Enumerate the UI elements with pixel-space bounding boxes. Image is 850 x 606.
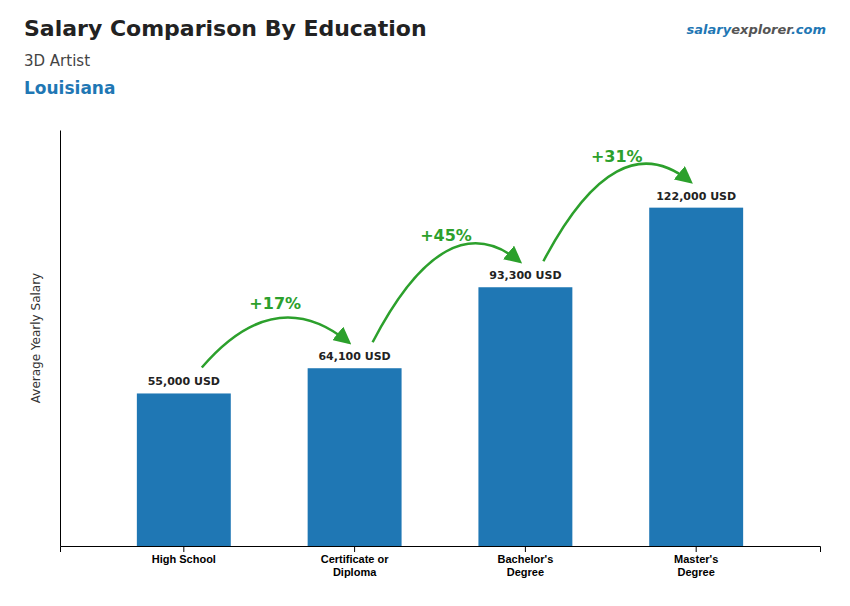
- annotation: +45%: [420, 226, 472, 245]
- x-tick-label: Master'sDegree: [674, 553, 718, 578]
- x-tick-mark: [525, 546, 526, 552]
- annotation: +31%: [591, 147, 643, 166]
- bar: [649, 208, 743, 546]
- watermark: salaryexplorer.com: [687, 22, 826, 37]
- annotation: +17%: [249, 294, 301, 313]
- x-tick: Master'sDegree: [674, 546, 718, 578]
- change-arrow: [373, 243, 520, 342]
- bars: [137, 208, 743, 546]
- bar: [137, 393, 231, 546]
- y-axis: [60, 131, 61, 547]
- y-axis-line: [60, 131, 61, 547]
- x-axis-line: [61, 547, 821, 553]
- x-tick-label: Bachelor'sDegree: [497, 553, 553, 578]
- watermark-part: .com: [791, 22, 826, 37]
- chart: Salary Comparison By Education 3D Artist L…: [0, 0, 850, 606]
- x-tick-label: High School: [152, 553, 216, 565]
- subtitle: 3D Artist: [24, 52, 90, 70]
- change-arrow: [543, 164, 690, 262]
- x-tick: Certificate orDiploma: [321, 546, 390, 578]
- x-tick-label-line: Master's: [674, 553, 718, 565]
- x-tick: Bachelor'sDegree: [497, 546, 553, 578]
- x-tick-mark: [183, 546, 184, 552]
- x-tick-label-line: Bachelor's: [497, 553, 553, 565]
- title: Salary Comparison By Education: [24, 16, 427, 41]
- annotations: +17% +45% +31%: [202, 147, 690, 368]
- data-label: 55,000 USD: [148, 375, 220, 388]
- x-tick-label-line: High School: [152, 553, 216, 565]
- data-labels: 55,000 USD 64,100 USD 93,300 USD 122,000 US…: [148, 190, 736, 389]
- x-tick-label-line: Degree: [507, 566, 544, 578]
- subtitle: Louisiana: [24, 78, 115, 98]
- data-label: 64,100 USD: [318, 350, 390, 363]
- watermark-part: salary: [687, 22, 732, 37]
- x-tick-mark: [354, 546, 355, 552]
- x-tick-label-line: Diploma: [333, 566, 377, 578]
- change-arrow: [202, 317, 349, 367]
- plot: High School Certificate orDiploma Bachelor…: [61, 131, 821, 579]
- x-tick: High School: [152, 546, 216, 565]
- data-label: 93,300 USD: [489, 269, 561, 282]
- y-axis-title: Average Yearly Salary: [29, 273, 43, 403]
- watermark-part: explorer: [731, 22, 794, 37]
- x-axis: High School Certificate orDiploma Bachelor…: [61, 546, 821, 578]
- bar: [308, 368, 402, 546]
- x-tick-label: Certificate orDiploma: [321, 553, 390, 578]
- x-tick-label-line: Degree: [678, 566, 715, 578]
- data-label: 122,000 USD: [656, 190, 736, 203]
- x-tick-mark: [696, 546, 697, 552]
- bar: [478, 287, 572, 546]
- x-tick-label-line: Certificate or: [321, 553, 390, 565]
